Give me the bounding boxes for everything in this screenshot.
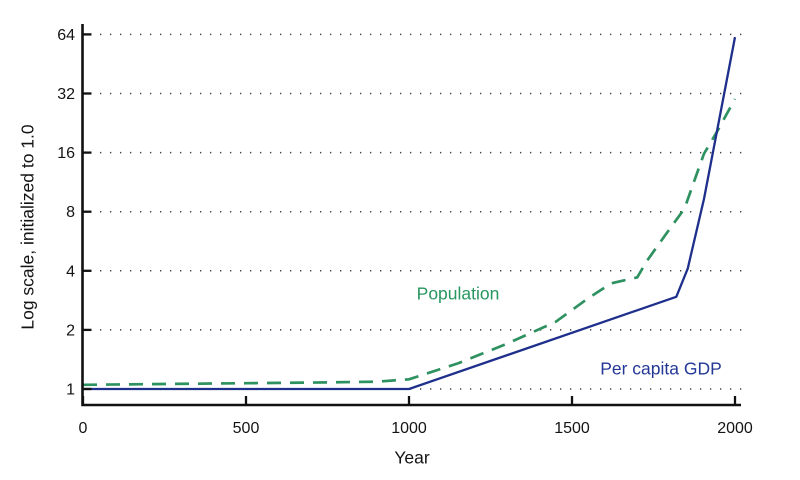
y-axis-title: Log scale, initialized to 1.0 [17, 124, 38, 330]
x-tick-label-500: 500 [233, 420, 260, 437]
x-tick-label-2000: 2000 [717, 420, 753, 437]
x-tick-label-1500: 1500 [554, 420, 590, 437]
series-label-population: Population [416, 283, 500, 304]
x-axis-title: Year [394, 447, 430, 468]
y-tick-label-8: 8 [66, 204, 75, 221]
axes [81, 24, 741, 407]
x-tick-label-1000: 1000 [391, 420, 427, 437]
y-tick-label-1: 1 [66, 382, 75, 399]
y-tick-label-64: 64 [57, 27, 75, 44]
y-tick-label-16: 16 [57, 145, 75, 162]
y-tick-label-4: 4 [66, 263, 75, 280]
x-tick-label-0: 0 [79, 420, 88, 437]
series-label-per-capita-gdp: Per capita GDP [600, 358, 722, 379]
series-line-per-capita-gdp [83, 36, 737, 391]
y-tick-label-32: 32 [57, 86, 75, 103]
series-line-population [82, 98, 737, 387]
y-tick-label-2: 2 [66, 322, 75, 339]
